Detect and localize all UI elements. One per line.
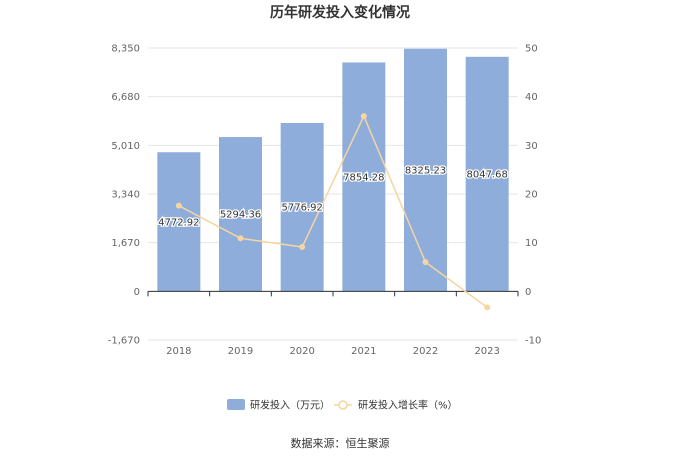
y-right-tick-label: -10 [525,336,541,347]
y-right-tick-label: 30 [525,141,538,152]
bar-value-label: 8325.23 [405,166,446,177]
y-left-tick-label: 3,340 [111,190,140,201]
x-tick-label: 2022 [413,346,438,357]
growth-line-series [175,113,491,311]
growth-point-2022[interactable] [422,259,429,266]
x-tick-label: 2021 [351,346,376,357]
bar-series [157,48,509,292]
chart-title: 历年研发投入变化情况 [270,4,410,21]
y-left-tick-label: 0 [134,287,140,298]
bar-value-label: 5776.92 [281,203,322,214]
data-source-note: 数据来源：恒生聚源 [291,436,390,450]
y-left-tick-label: 1,670 [111,238,140,249]
growth-point-2023[interactable] [484,304,491,311]
growth-point-2020[interactable] [299,244,306,251]
bar-2022[interactable] [404,48,447,292]
y-right-tick-label: 20 [525,190,538,201]
legend: 研发投入（万元） 研发投入增长率（%） [227,399,458,412]
growth-line [178,114,488,308]
bar-value-label: 7854.28 [343,172,384,183]
bar-data-labels: 4772.92 5294.36 5776.92 7854.28 8325.23 8047.… [157,164,509,229]
y-left-tick-label: -1,670 [108,336,140,347]
bar-2023[interactable] [465,56,509,292]
legend-bar-swatch[interactable] [227,399,245,410]
y-right-tick-label: 50 [525,44,538,55]
bar-2020[interactable] [280,122,324,292]
legend-bar-label[interactable]: 研发投入（万元） [250,399,330,412]
y-right-tick-label: 40 [525,92,538,103]
bar-value-label: 4772.92 [158,217,199,228]
bar-2018[interactable] [157,152,201,292]
y-right-tick-label: 0 [525,287,531,298]
y-right-tick-label: 10 [525,238,538,249]
y-left-tick-label: 5,010 [111,141,140,152]
growth-point-2018[interactable] [175,202,182,209]
legend-line-marker[interactable] [338,400,348,410]
x-tick-label: 2023 [474,346,499,357]
x-tick-label: 2019 [228,346,253,357]
growth-point-2019[interactable] [237,235,244,242]
axes: 8,350 6,680 5,010 3,340 1,670 0 -1,670 50 40 30 20… [108,44,542,358]
bar-2019[interactable] [219,137,262,292]
x-tick-label: 2020 [289,346,314,357]
growth-point-2021[interactable] [360,113,367,120]
legend-line-label[interactable]: 研发投入增长率（%） [358,399,458,412]
y-left-tick-label: 8,350 [111,44,140,55]
x-tick-label: 2018 [166,346,191,357]
bar-value-label: 8047.68 [466,170,507,181]
bar-value-label: 5294.36 [220,210,261,221]
bar-2021[interactable] [342,62,386,292]
y-left-tick-label: 6,680 [111,92,140,103]
